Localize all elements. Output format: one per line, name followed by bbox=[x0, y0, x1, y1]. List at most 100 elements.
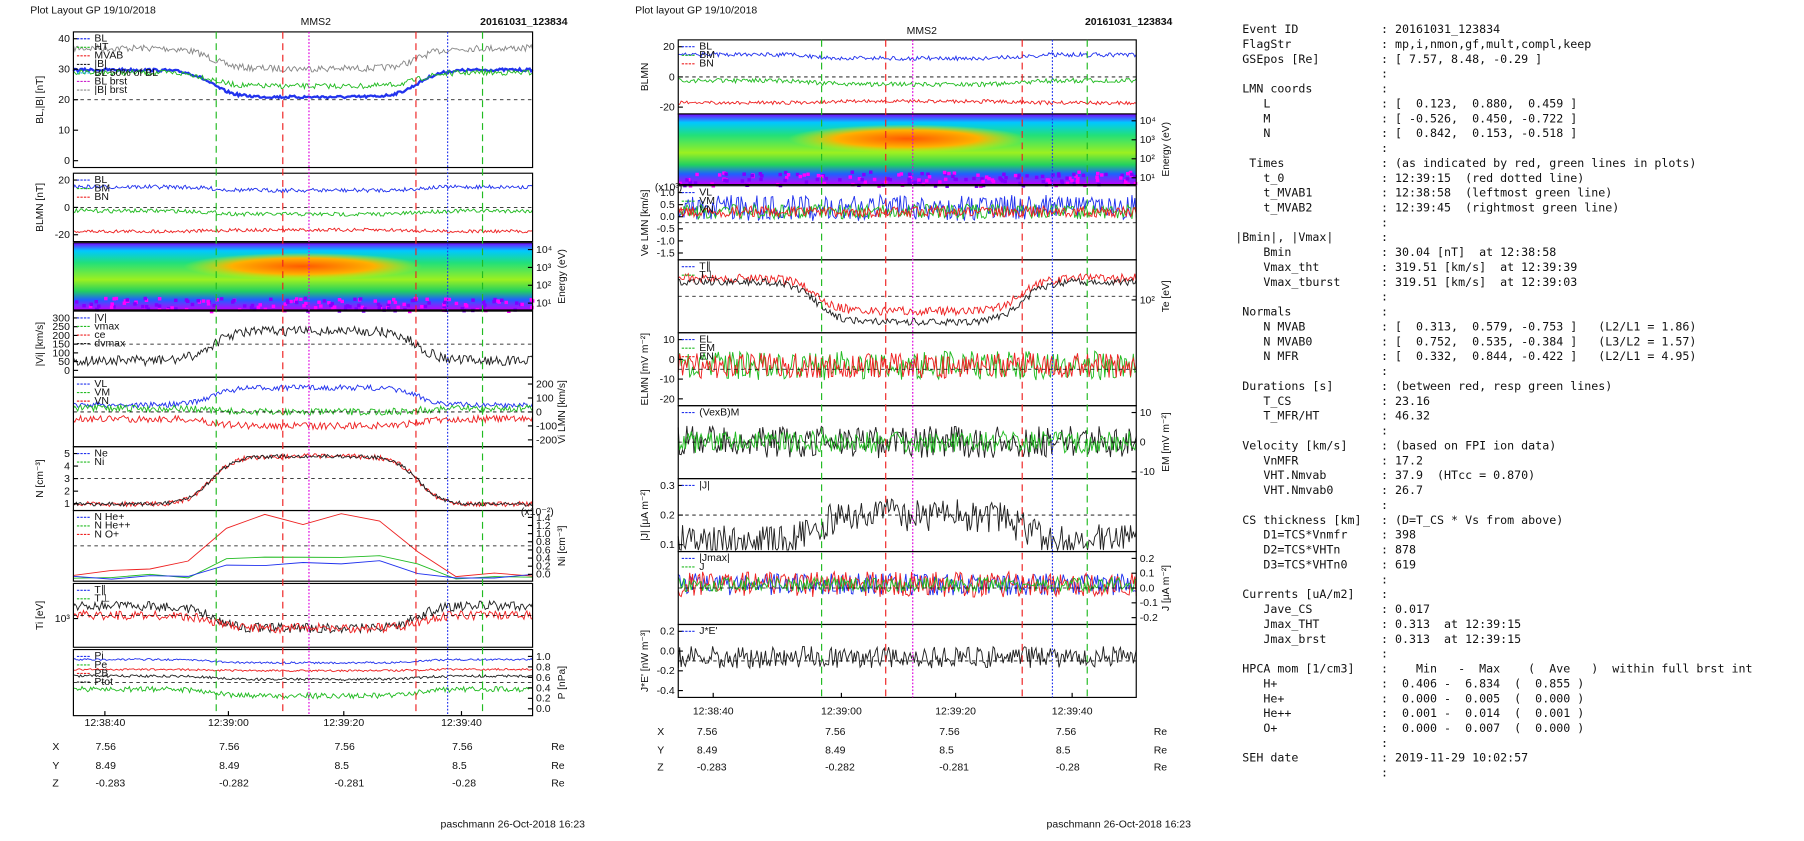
tick-label: 10¹ bbox=[536, 299, 552, 310]
spectrogram-noise bbox=[872, 177, 877, 182]
spectrogram-noise bbox=[529, 297, 534, 302]
spectrogram-noise bbox=[460, 306, 465, 311]
info-key: D2=TCS*VHTn bbox=[1235, 543, 1340, 557]
info-value: : (based on FPI ion data) bbox=[1381, 439, 1556, 453]
ephem-name: Z bbox=[52, 778, 58, 789]
spectrogram-noise bbox=[1128, 170, 1133, 175]
spectrogram-noise bbox=[1076, 176, 1080, 181]
tick-label: 0.0 bbox=[1140, 584, 1155, 595]
legend-label: N He+ bbox=[94, 512, 124, 523]
tick-label: 0 bbox=[669, 355, 675, 366]
spectrogram-noise bbox=[123, 299, 128, 303]
info-value: : bbox=[1381, 572, 1388, 586]
trace bbox=[677, 352, 1137, 380]
panel: 10 0 -10 EM [mV m⁻²] (VexB)M bbox=[677, 405, 1172, 480]
info-key: Bmin bbox=[1235, 245, 1291, 259]
info-value: : 0.017 bbox=[1381, 602, 1430, 616]
spectrogram-peak bbox=[788, 124, 1027, 153]
tick-label: 0.4 bbox=[536, 683, 551, 694]
ephem-unit: Re bbox=[1154, 745, 1168, 756]
spectrogram-noise bbox=[947, 171, 951, 176]
spectrogram-noise bbox=[447, 297, 452, 302]
tick-label: 0.0 bbox=[660, 647, 675, 658]
tick-label: 200 bbox=[52, 331, 70, 342]
spectrogram-noise bbox=[122, 301, 127, 305]
spectrogram-noise bbox=[954, 177, 958, 182]
spectrogram-noise bbox=[1095, 178, 1100, 183]
info-value: : bbox=[1381, 67, 1388, 81]
spectrogram-noise bbox=[1095, 171, 1100, 176]
spectrogram-noise bbox=[483, 303, 487, 307]
spectrogram-noise bbox=[391, 297, 396, 302]
spectrogram-noise bbox=[750, 173, 755, 178]
tick-label: 50 bbox=[58, 357, 70, 368]
legend-label: Ptot bbox=[94, 677, 113, 688]
spectrogram-noise bbox=[206, 302, 211, 306]
spectrogram-noise bbox=[1000, 179, 1005, 183]
tick-label: 3 bbox=[64, 474, 70, 485]
info-value: : 0.000 - 0.007 ( 0.000 ) bbox=[1381, 721, 1584, 735]
info-value: : bbox=[1381, 305, 1388, 319]
tick-label: 0.6 bbox=[536, 545, 551, 556]
tick-label: -20 bbox=[660, 394, 675, 405]
info-value: : 0.000 - 0.005 ( 0.000 ) bbox=[1381, 691, 1584, 705]
info-value: : 0.001 - 0.014 ( 0.001 ) bbox=[1381, 706, 1584, 720]
spectrogram-noise bbox=[481, 300, 486, 304]
trace bbox=[677, 645, 1137, 670]
tick-label: -10 bbox=[1140, 467, 1155, 478]
panel: 1.41.21.00.80.60.40.20.0 Ni [cm⁻³](x10⁻²)… bbox=[72, 507, 568, 582]
spectrogram-noise bbox=[804, 180, 809, 184]
trace bbox=[72, 66, 534, 100]
info-key: N MFR bbox=[1235, 349, 1298, 363]
tick-label: 100 bbox=[52, 348, 70, 359]
spectrogram-noise bbox=[125, 298, 130, 302]
info-value: : 23.16 bbox=[1381, 394, 1430, 408]
info-value: : 20161031_123834 bbox=[1381, 22, 1500, 36]
spectrogram-noise bbox=[170, 306, 174, 310]
info-key: Jave_CS bbox=[1235, 602, 1312, 616]
panel: 10² Te [eV] T∥T⊥ bbox=[677, 259, 1172, 334]
spectrogram-noise bbox=[964, 177, 968, 182]
spectrogram-noise bbox=[471, 298, 475, 302]
spectrogram-noise bbox=[1081, 173, 1086, 178]
spectrogram-noise bbox=[850, 170, 855, 174]
tick-label: 0 bbox=[1140, 438, 1146, 449]
spectrogram-noise bbox=[420, 304, 424, 309]
x-tick-label: 12:38:40 bbox=[84, 718, 125, 729]
legend-label: T⊥ bbox=[94, 594, 110, 605]
spectrogram-noise bbox=[215, 298, 219, 302]
info-key: Vmax_tburst bbox=[1235, 275, 1340, 289]
ephem-value: -0.283 bbox=[96, 778, 126, 789]
axis-label: ELMN [mV m⁻²] bbox=[640, 333, 651, 406]
info-value: : bbox=[1381, 230, 1388, 244]
legend-label: VM bbox=[699, 196, 715, 207]
legend-label: T∥ bbox=[699, 262, 711, 273]
spectrogram-noise bbox=[1018, 181, 1022, 186]
spectrogram-noise bbox=[786, 173, 791, 177]
info-key: SEH date bbox=[1235, 751, 1298, 765]
tick-label: 10⁴ bbox=[536, 245, 552, 256]
spectrogram-noise bbox=[186, 299, 190, 304]
axis-label: BL,|B| [nT] bbox=[35, 76, 46, 124]
tick-label: 0.0 bbox=[536, 570, 551, 581]
tick-label: -0.4 bbox=[657, 686, 675, 697]
spectrogram-noise bbox=[1072, 181, 1077, 186]
trace bbox=[677, 570, 1137, 598]
panel-frame bbox=[677, 39, 1137, 115]
spectrogram-noise bbox=[322, 299, 327, 303]
tick-label: 10² bbox=[536, 281, 552, 292]
info-key: FlagStr bbox=[1235, 37, 1291, 51]
event-id: 20161031_123834 bbox=[1085, 17, 1173, 28]
info-key: t_MVAB1 bbox=[1235, 186, 1312, 200]
tick-label: 0.6 bbox=[536, 673, 551, 684]
info-value: : 12:39:15 (red dotted line) bbox=[1381, 171, 1584, 185]
info-value: : 0.313 at 12:39:15 bbox=[1381, 617, 1521, 631]
info-key: D3=TCS*VHTn0 bbox=[1235, 558, 1347, 572]
spectrogram-noise bbox=[1060, 181, 1065, 185]
info-key: VHT.Nmvab bbox=[1235, 468, 1326, 482]
info-value: : 319.51 [km/s] at 12:39:39 bbox=[1381, 260, 1577, 274]
spectrogram-noise bbox=[917, 178, 921, 182]
